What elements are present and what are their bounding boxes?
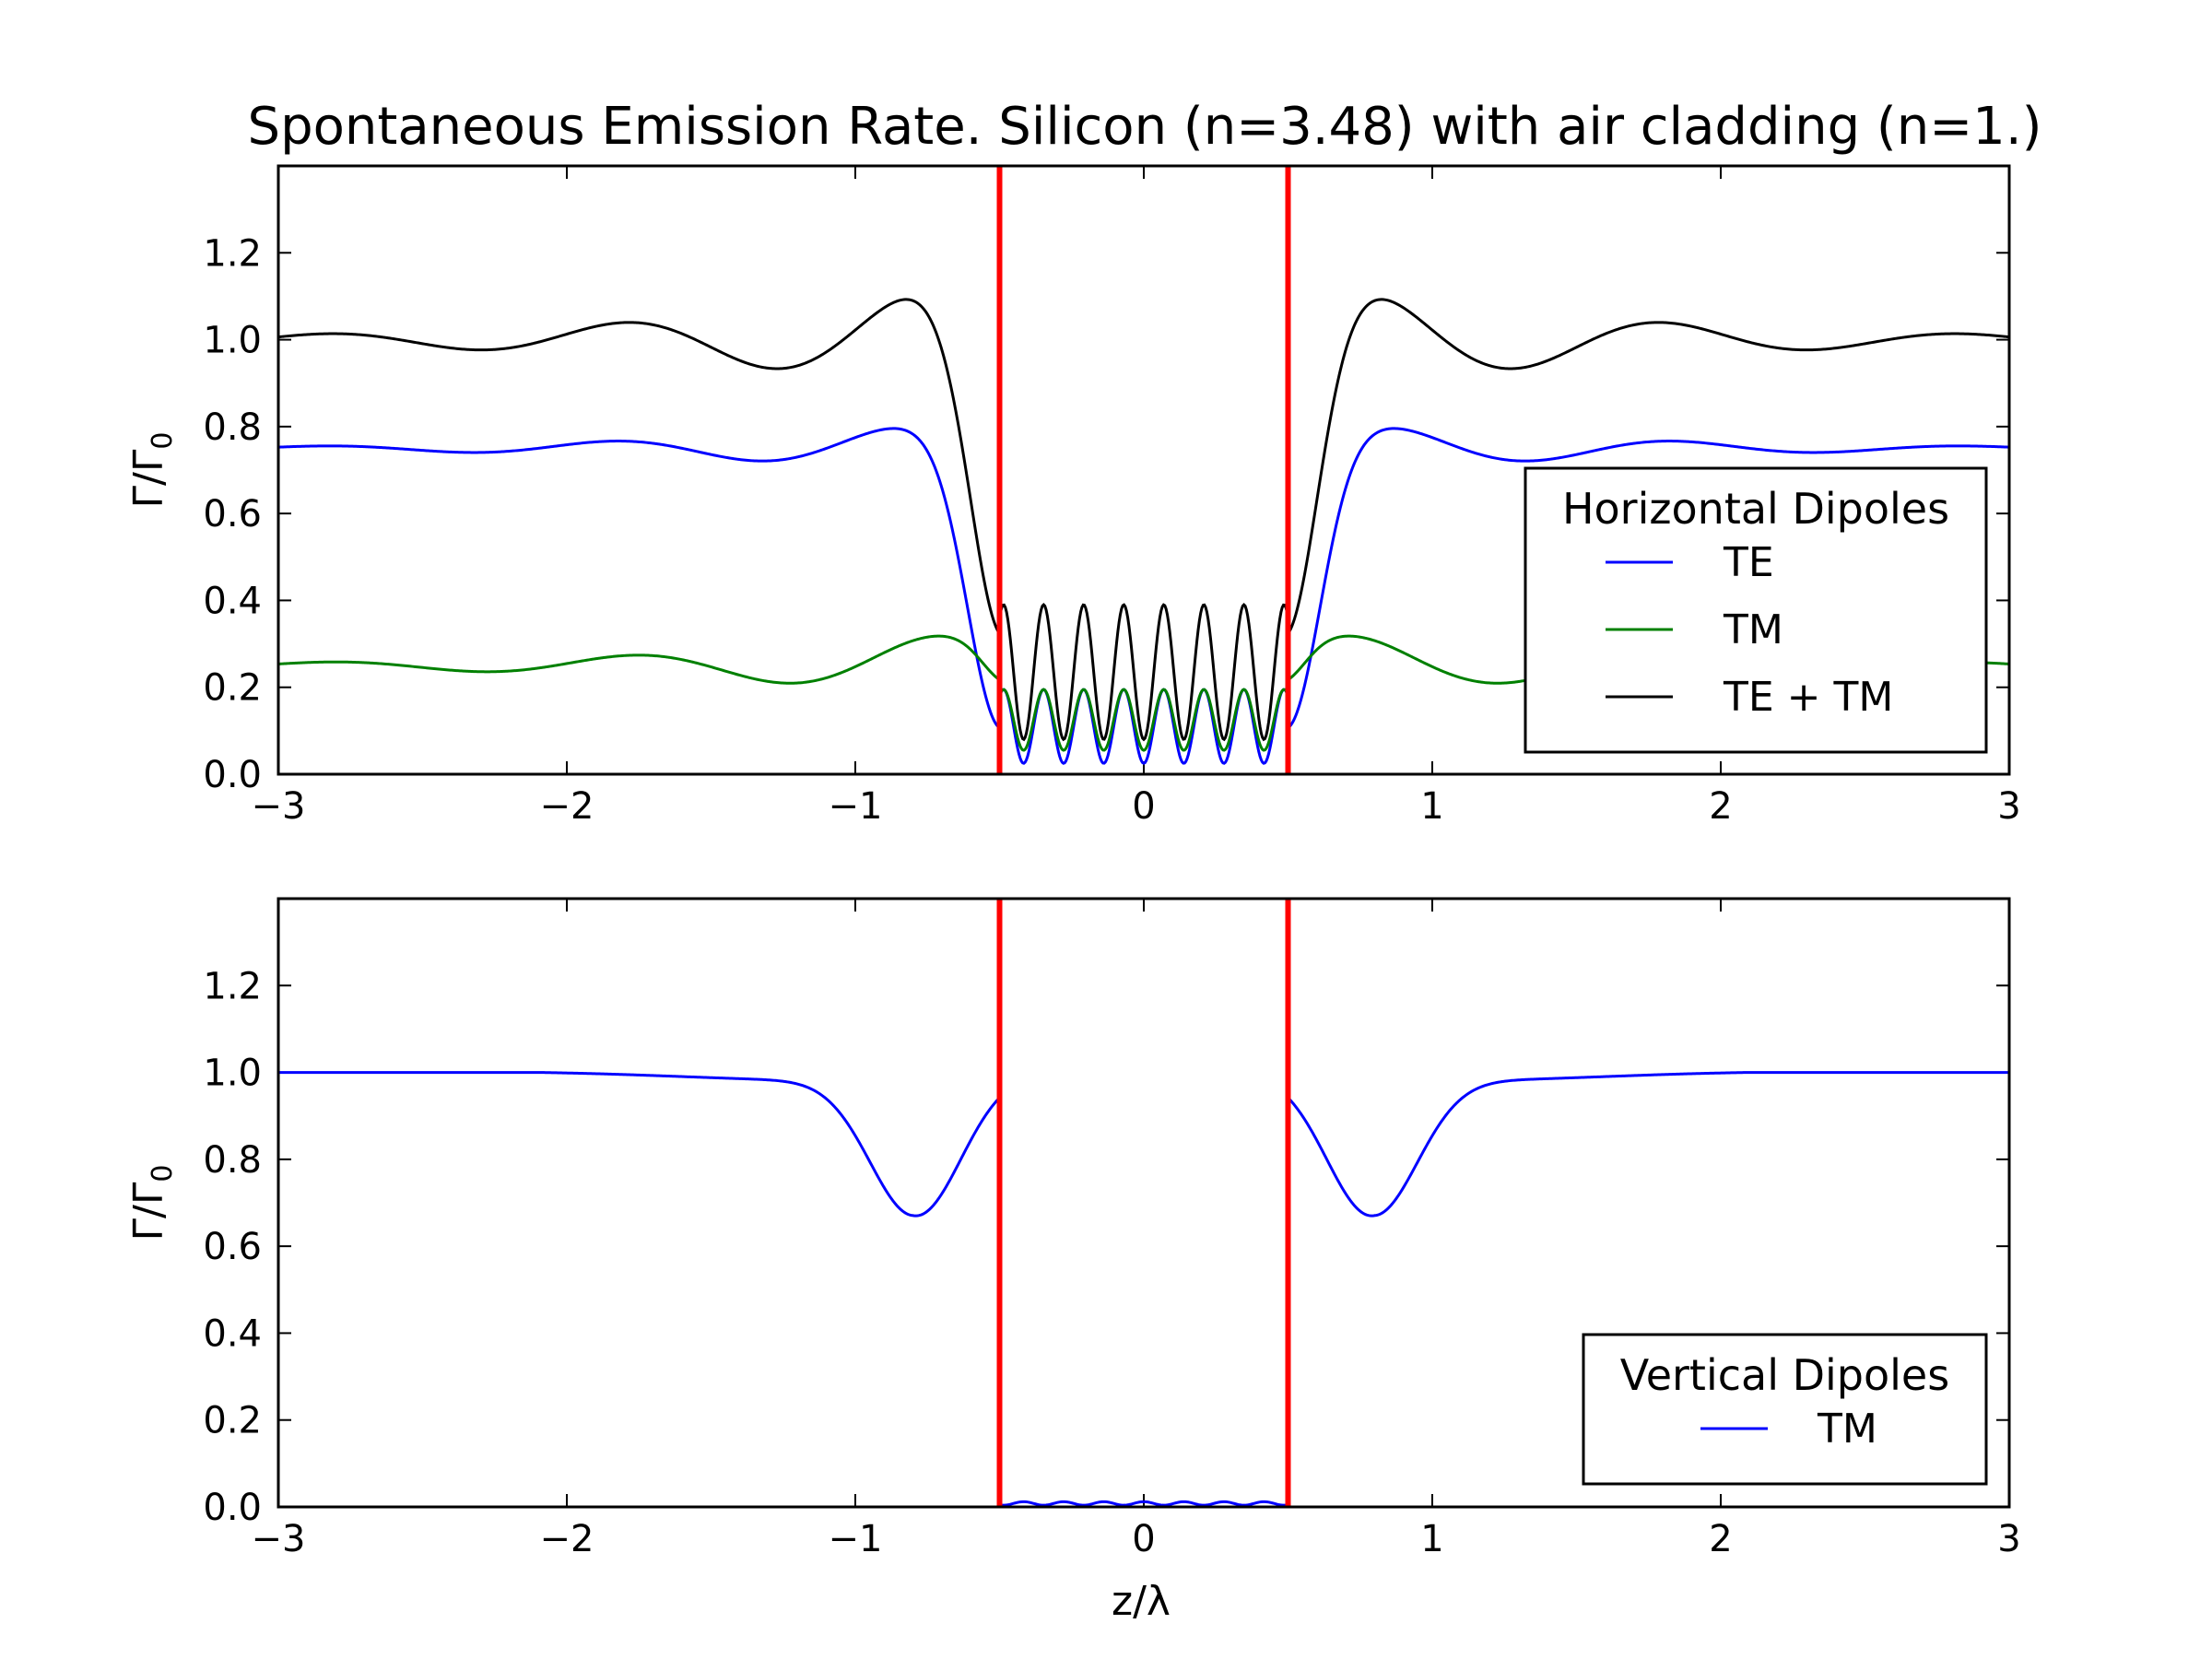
y-tick-label: 0.0	[203, 1487, 262, 1529]
y-tick-label: 0.2	[203, 1400, 262, 1442]
x-tick-label: 0	[1132, 1518, 1155, 1560]
y-tick-label: 0.6	[203, 1226, 262, 1268]
x-tick-label: −2	[540, 785, 594, 828]
axes-frame	[276, 897, 2011, 1509]
x-tick-label: −3	[252, 1518, 306, 1560]
x-tick-label: 3	[1997, 785, 2020, 828]
series-line-te-tm	[278, 298, 2009, 742]
y-tick-label: 1.0	[203, 320, 262, 362]
x-tick-label: −1	[829, 1518, 883, 1560]
plot-area	[278, 166, 2009, 774]
x-tick-label: 0	[1132, 785, 1155, 828]
y-tick-label: 0.2	[203, 667, 262, 710]
y-tick-label: 0.6	[203, 493, 262, 535]
series-line-te	[278, 427, 2009, 765]
x-tick-label: −1	[829, 785, 883, 828]
figure-title: Spontaneous Emission Rate. Silicon (n=3.…	[248, 97, 2042, 157]
x-tick-label: −2	[540, 1518, 594, 1560]
y-tick-label: 0.8	[203, 1139, 262, 1182]
legend-entry-label: TE	[1723, 539, 1774, 586]
y-tick-label: 1.2	[203, 232, 262, 275]
legend-box	[1582, 1333, 1988, 1486]
series-line-vertical-tm	[278, 1071, 2009, 1507]
axes-frame	[276, 164, 2011, 776]
x-axis-label: z/λ	[1112, 1578, 1171, 1625]
y-tick-label: 1.0	[203, 1053, 262, 1095]
x-tick-label: 1	[1420, 785, 1443, 828]
y-tick-label: 0.4	[203, 580, 262, 622]
x-tick-label: 1	[1420, 1518, 1443, 1560]
legend: Vertical Dipoles TM	[1582, 1333, 1988, 1486]
y-tick-label: 0.4	[203, 1312, 262, 1355]
legend-title: Horizontal Dipoles	[1562, 484, 1949, 534]
x-tick-label: −3	[252, 785, 306, 828]
legend-box	[1524, 466, 1988, 754]
x-tick-label: 2	[1709, 785, 1732, 828]
x-tick-label: 3	[1997, 1518, 2020, 1560]
legend: Horizontal Dipoles TE TM TE + TM	[1524, 466, 1988, 754]
panel-vertical-dipoles: 0.00.20.40.60.81.01.2−3 −2 −1 0 1 2 3Γ/Γ0Verti…	[125, 897, 2021, 1560]
x-tick-label: 2	[1709, 1518, 1732, 1560]
legend-title: Vertical Dipoles	[1620, 1350, 1949, 1400]
legend-entry-label: TM	[1817, 1406, 1877, 1453]
y-tick-label: 1.2	[203, 965, 262, 1007]
y-tick-label: 0.8	[203, 406, 262, 449]
y-tick-label: 0.0	[203, 754, 262, 796]
plot-area	[278, 899, 2009, 1507]
legend-entry-label: TE + TM	[1723, 674, 1893, 721]
legend-entry-label: TM	[1723, 606, 1783, 653]
panel-horizontal-dipoles: 0.00.20.40.60.81.01.2−3 −2 −1 0 1 2 3Γ/Γ0Horiz…	[125, 164, 2021, 828]
